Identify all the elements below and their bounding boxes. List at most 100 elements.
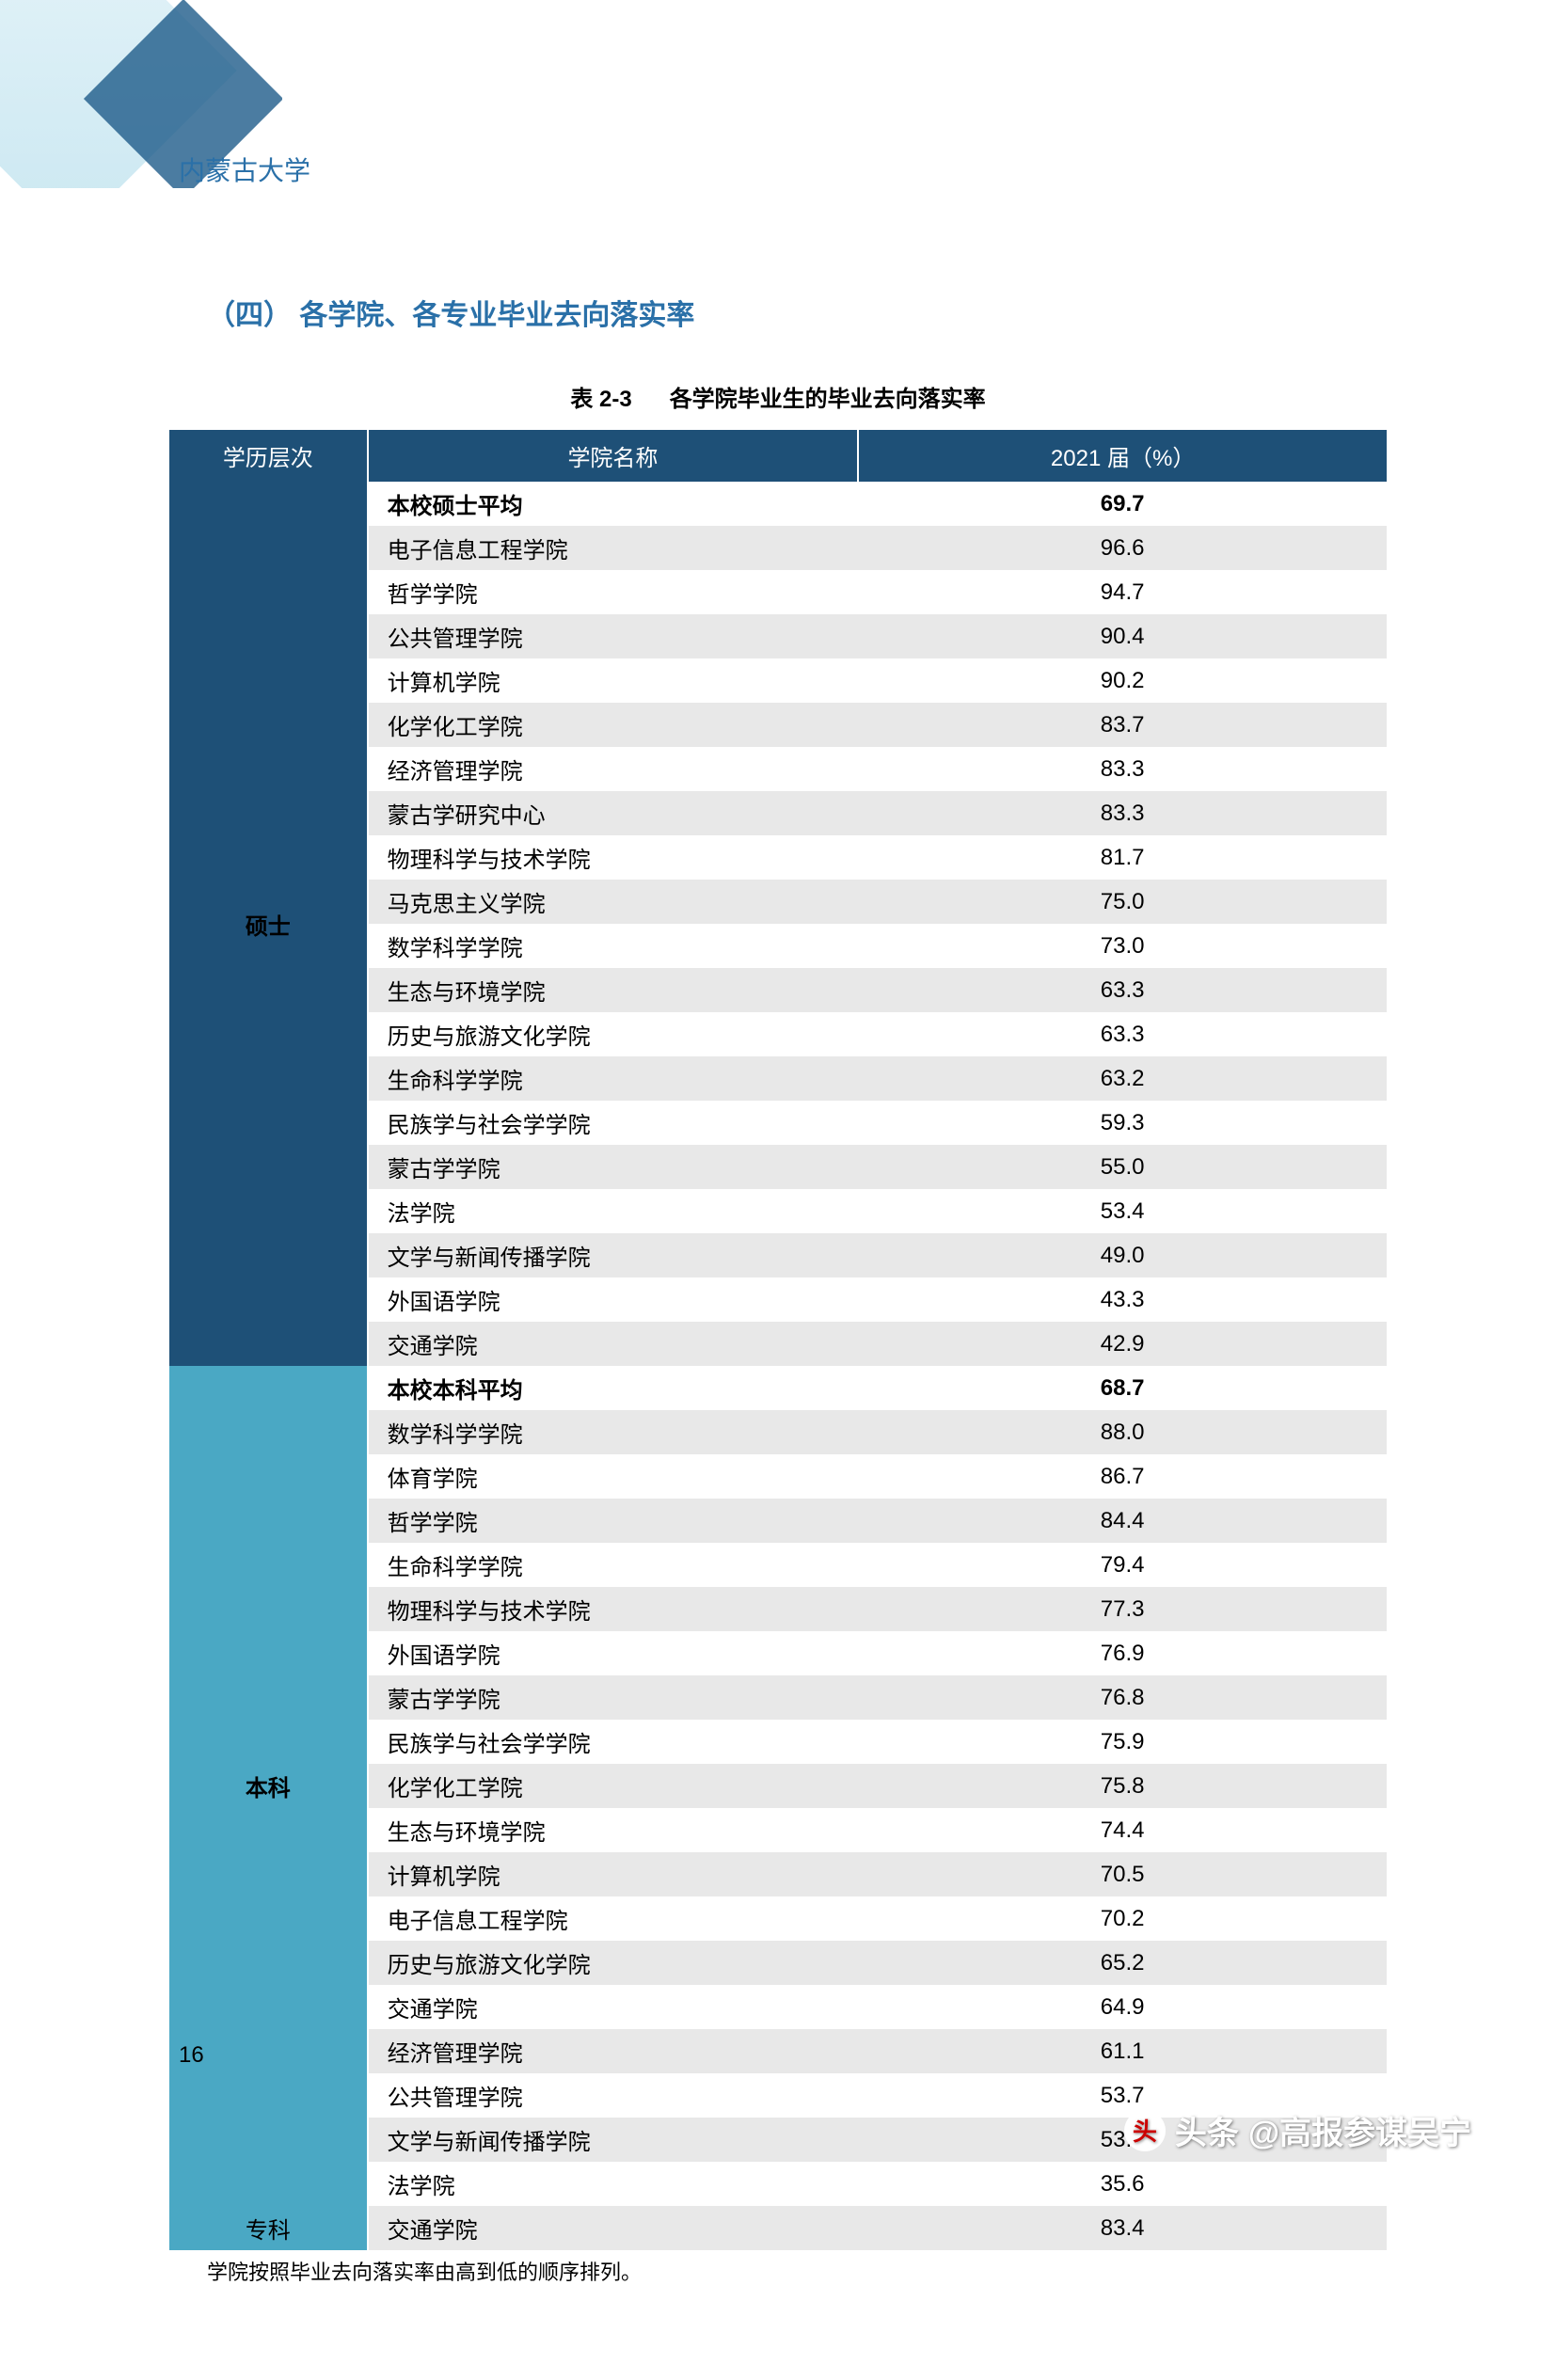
table-note: 学院按照毕业去向落实率由高到低的顺序排列。 bbox=[207, 2256, 1387, 2286]
value-cell: 59.3 bbox=[858, 1101, 1387, 1145]
value-cell: 86.7 bbox=[858, 1454, 1387, 1499]
college-cell: 历史与旅游文化学院 bbox=[368, 1941, 859, 1985]
page-number: 16 bbox=[179, 2042, 204, 2069]
value-cell: 49.0 bbox=[858, 1233, 1387, 1277]
value-cell: 55.0 bbox=[858, 1145, 1387, 1189]
college-cell: 本校硕士平均 bbox=[368, 482, 859, 526]
watermark: 头 头条 @高报参谋吴宁 bbox=[1124, 2107, 1471, 2153]
value-cell: 77.3 bbox=[858, 1587, 1387, 1631]
college-cell: 外国语学院 bbox=[368, 1631, 859, 1675]
table-row: 本科本校本科平均68.7 bbox=[169, 1366, 1387, 1410]
college-cell: 交通学院 bbox=[368, 1322, 859, 1366]
table-row: 专科交通学院83.4 bbox=[169, 2206, 1387, 2250]
college-cell: 电子信息工程学院 bbox=[368, 1896, 859, 1941]
university-name: 内蒙古大学 bbox=[179, 151, 1387, 188]
college-cell: 生命科学学院 bbox=[368, 1543, 859, 1587]
college-cell: 数学科学学院 bbox=[368, 924, 859, 968]
college-cell: 文学与新闻传播学院 bbox=[368, 2118, 859, 2162]
value-cell: 69.7 bbox=[858, 482, 1387, 526]
watermark-text: @高报参谋吴宁 bbox=[1248, 2107, 1471, 2153]
table-header-row: 学历层次 学院名称 2021 届（%） bbox=[169, 430, 1387, 482]
value-cell: 43.3 bbox=[858, 1277, 1387, 1322]
value-cell: 73.0 bbox=[858, 924, 1387, 968]
value-cell: 76.8 bbox=[858, 1675, 1387, 1720]
college-cell: 电子信息工程学院 bbox=[368, 526, 859, 570]
college-cell: 物理科学与技术学院 bbox=[368, 835, 859, 880]
college-cell: 文学与新闻传播学院 bbox=[368, 1233, 859, 1277]
value-cell: 64.9 bbox=[858, 1985, 1387, 2029]
college-cell: 马克思主义学院 bbox=[368, 880, 859, 924]
watermark-icon: 头 bbox=[1124, 2110, 1166, 2151]
value-cell: 74.4 bbox=[858, 1808, 1387, 1852]
college-cell: 蒙古学研究中心 bbox=[368, 791, 859, 835]
table-header-college: 学院名称 bbox=[368, 430, 859, 482]
college-cell: 交通学院 bbox=[368, 1985, 859, 2029]
college-cell: 体育学院 bbox=[368, 1454, 859, 1499]
college-cell: 生态与环境学院 bbox=[368, 1808, 859, 1852]
college-cell: 计算机学院 bbox=[368, 1852, 859, 1896]
value-cell: 68.7 bbox=[858, 1366, 1387, 1410]
value-cell: 81.7 bbox=[858, 835, 1387, 880]
level-cell: 专科 bbox=[169, 2206, 368, 2250]
value-cell: 75.0 bbox=[858, 880, 1387, 924]
college-cell: 交通学院 bbox=[368, 2206, 859, 2250]
college-cell: 哲学学院 bbox=[368, 570, 859, 614]
value-cell: 70.2 bbox=[858, 1896, 1387, 1941]
college-cell: 化学化工学院 bbox=[368, 1764, 859, 1808]
value-cell: 83.4 bbox=[858, 2206, 1387, 2250]
value-cell: 63.2 bbox=[858, 1056, 1387, 1101]
value-cell: 84.4 bbox=[858, 1499, 1387, 1543]
level-cell: 硕士 bbox=[169, 482, 368, 1366]
value-cell: 75.9 bbox=[858, 1720, 1387, 1764]
value-cell: 83.7 bbox=[858, 703, 1387, 747]
college-cell: 法学院 bbox=[368, 2162, 859, 2206]
college-cell: 生态与环境学院 bbox=[368, 968, 859, 1012]
college-cell: 哲学学院 bbox=[368, 1499, 859, 1543]
college-cell: 民族学与社会学学院 bbox=[368, 1720, 859, 1764]
college-cell: 化学化工学院 bbox=[368, 703, 859, 747]
college-cell: 经济管理学院 bbox=[368, 747, 859, 791]
table-header-level: 学历层次 bbox=[169, 430, 368, 482]
college-cell: 外国语学院 bbox=[368, 1277, 859, 1322]
college-cell: 本校本科平均 bbox=[368, 1366, 859, 1410]
college-cell: 公共管理学院 bbox=[368, 2073, 859, 2118]
value-cell: 61.1 bbox=[858, 2029, 1387, 2073]
value-cell: 65.2 bbox=[858, 1941, 1387, 1985]
value-cell: 90.4 bbox=[858, 614, 1387, 658]
college-cell: 经济管理学院 bbox=[368, 2029, 859, 2073]
table-body: 硕士本校硕士平均69.7电子信息工程学院96.6哲学学院94.7公共管理学院90… bbox=[169, 482, 1387, 2250]
value-cell: 83.3 bbox=[858, 747, 1387, 791]
college-cell: 生命科学学院 bbox=[368, 1056, 859, 1101]
table-header-value: 2021 届（%） bbox=[858, 430, 1387, 482]
value-cell: 75.8 bbox=[858, 1764, 1387, 1808]
value-cell: 70.5 bbox=[858, 1852, 1387, 1896]
data-table: 学历层次 学院名称 2021 届（%） 硕士本校硕士平均69.7电子信息工程学院… bbox=[169, 430, 1387, 2250]
value-cell: 90.2 bbox=[858, 658, 1387, 703]
value-cell: 63.3 bbox=[858, 968, 1387, 1012]
section-title: （四） 各学院、各专业毕业去向落实率 bbox=[207, 292, 1387, 333]
value-cell: 83.3 bbox=[858, 791, 1387, 835]
table-caption: 表 2-3 各学院毕业生的毕业去向落实率 bbox=[169, 380, 1387, 413]
value-cell: 94.7 bbox=[858, 570, 1387, 614]
value-cell: 76.9 bbox=[858, 1631, 1387, 1675]
table-row: 硕士本校硕士平均69.7 bbox=[169, 482, 1387, 526]
page-content: 内蒙古大学 （四） 各学院、各专业毕业去向落实率 表 2-3 各学院毕业生的毕业… bbox=[0, 0, 1556, 2380]
value-cell: 88.0 bbox=[858, 1410, 1387, 1454]
level-cell: 本科 bbox=[169, 1366, 368, 2206]
value-cell: 35.6 bbox=[858, 2162, 1387, 2206]
college-cell: 数学科学学院 bbox=[368, 1410, 859, 1454]
college-cell: 计算机学院 bbox=[368, 658, 859, 703]
college-cell: 历史与旅游文化学院 bbox=[368, 1012, 859, 1056]
table-caption-number: 表 2-3 bbox=[570, 387, 631, 412]
college-cell: 法学院 bbox=[368, 1189, 859, 1233]
college-cell: 蒙古学学院 bbox=[368, 1145, 859, 1189]
watermark-prefix: 头条 bbox=[1175, 2107, 1239, 2153]
value-cell: 63.3 bbox=[858, 1012, 1387, 1056]
value-cell: 79.4 bbox=[858, 1543, 1387, 1587]
table-caption-text: 各学院毕业生的毕业去向落实率 bbox=[670, 387, 986, 412]
college-cell: 蒙古学学院 bbox=[368, 1675, 859, 1720]
college-cell: 公共管理学院 bbox=[368, 614, 859, 658]
value-cell: 42.9 bbox=[858, 1322, 1387, 1366]
college-cell: 民族学与社会学学院 bbox=[368, 1101, 859, 1145]
college-cell: 物理科学与技术学院 bbox=[368, 1587, 859, 1631]
